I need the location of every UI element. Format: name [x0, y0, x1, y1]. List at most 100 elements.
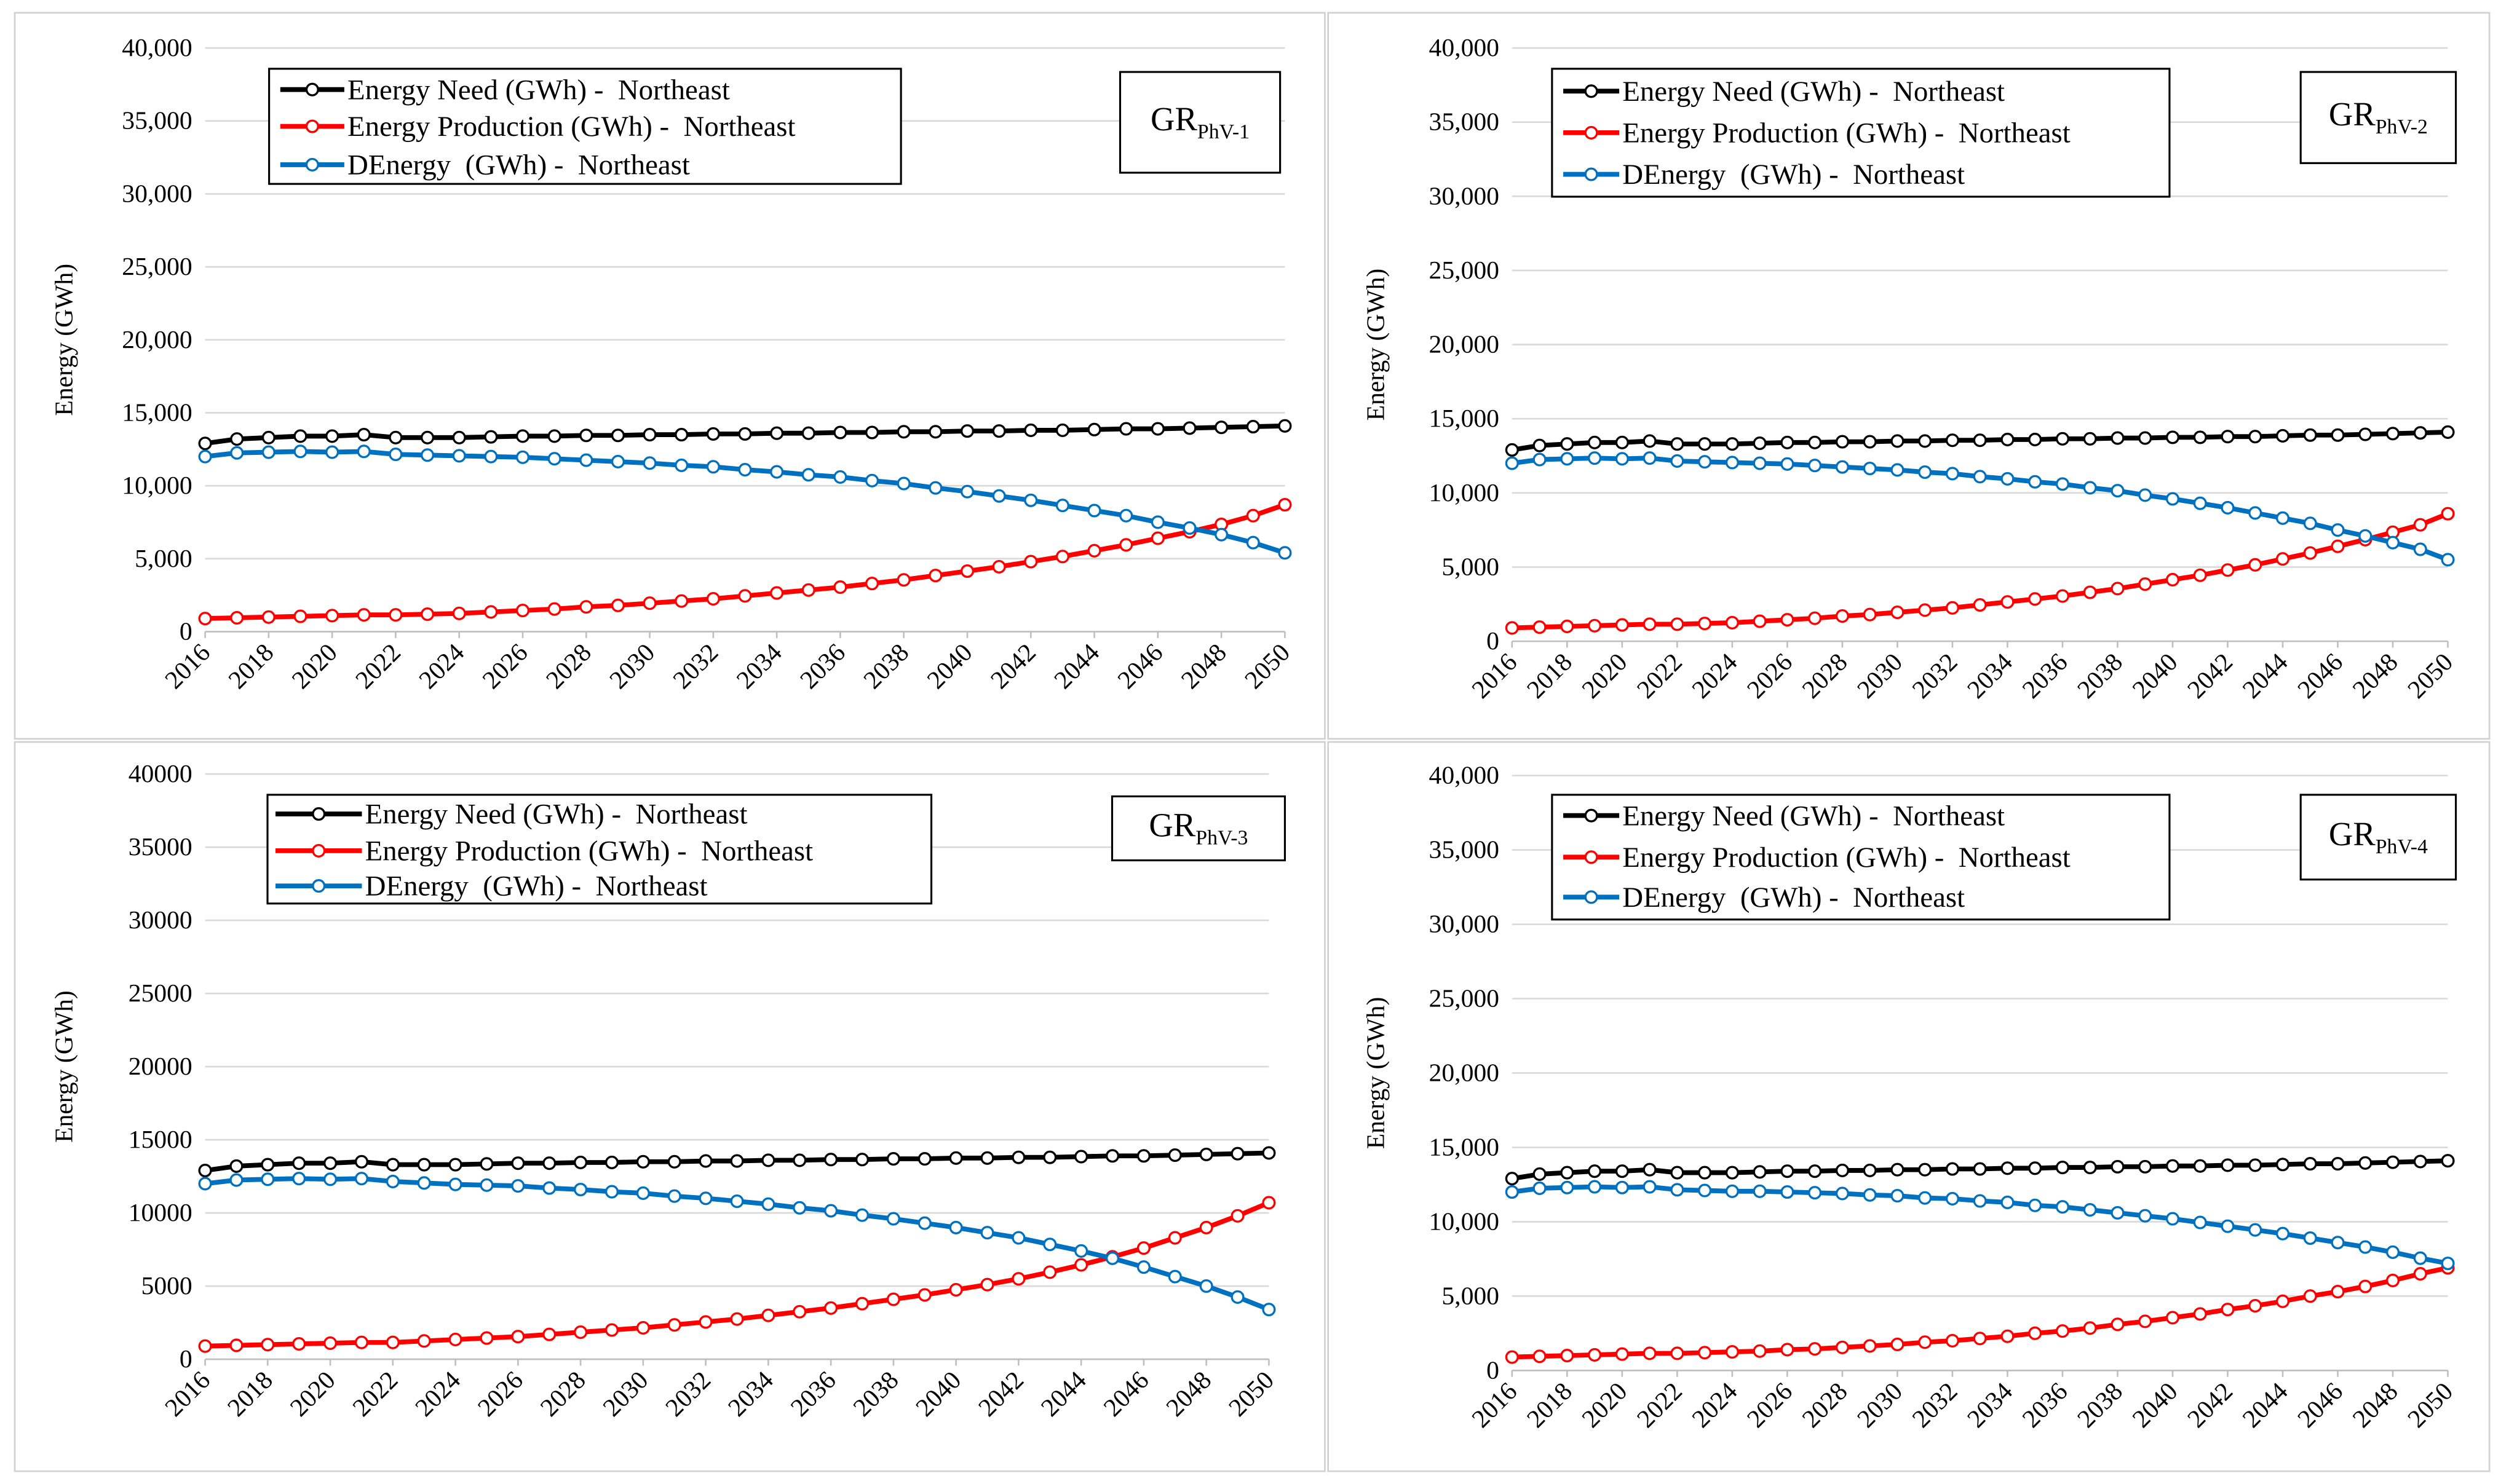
legend-label: Energy Need (GWh) - Northeast: [1622, 800, 2005, 832]
legend-label: Energy Need (GWh) - Northeast: [365, 799, 748, 831]
point: [2413, 1267, 2427, 1281]
point: [2165, 492, 2180, 506]
point: [2275, 511, 2290, 525]
point: [2248, 430, 2262, 444]
point: [1890, 1162, 1904, 1177]
point: [1670, 1346, 1684, 1360]
point: [2028, 1198, 2042, 1212]
point: [1835, 1186, 1849, 1201]
point: [636, 1320, 650, 1335]
point: [1615, 618, 1629, 632]
point: [1560, 437, 1574, 451]
point: [1753, 614, 1767, 628]
point: [2138, 1314, 2152, 1328]
point: [636, 1186, 650, 1201]
point: [2083, 432, 2097, 446]
point: [389, 608, 403, 622]
point: [230, 446, 244, 460]
y-tick-label: 0: [1486, 627, 1499, 655]
point: [293, 444, 307, 459]
point: [1262, 1303, 1276, 1317]
point: [1643, 1162, 1657, 1177]
point: [960, 484, 975, 499]
point: [484, 605, 498, 619]
point: [261, 610, 275, 624]
point: [770, 586, 784, 600]
point: [1973, 1332, 1987, 1346]
point: [2111, 484, 2125, 498]
point: [229, 1173, 244, 1187]
point: [2000, 595, 2015, 609]
point: [1151, 515, 1165, 529]
legend-marker: [305, 157, 319, 172]
point: [2248, 506, 2262, 520]
point: [918, 1151, 932, 1166]
point: [1087, 543, 1101, 558]
point: [1012, 1272, 1026, 1286]
legend-label: Energy Need (GWh) - Northeast: [347, 74, 730, 106]
point: [354, 1172, 369, 1186]
y-tick-label: 25000: [129, 979, 192, 1008]
point: [2221, 1303, 2235, 1317]
point: [2111, 431, 2125, 445]
point: [230, 610, 244, 625]
point: [515, 429, 530, 443]
point: [824, 1301, 838, 1315]
point: [833, 580, 847, 594]
legend-label: DEnergy (GWh) - Northeast: [1622, 882, 1965, 914]
point: [1808, 1342, 1822, 1356]
point: [1532, 452, 1547, 467]
point: [1055, 499, 1069, 513]
point: [730, 1154, 744, 1168]
point: [2303, 546, 2317, 560]
point: [2358, 1240, 2372, 1254]
legend-label: Energy Production (GWh) - Northeast: [1622, 842, 2070, 874]
point: [542, 1156, 557, 1170]
point: [2441, 553, 2455, 567]
point: [1168, 1231, 1182, 1245]
legend-label: DEnergy (GWh) - Northeast: [1622, 159, 1965, 191]
point: [1670, 617, 1684, 631]
point: [833, 470, 847, 484]
legend-label: Energy Need (GWh) - Northeast: [1622, 76, 2005, 108]
point: [1168, 1148, 1182, 1162]
point: [1262, 1146, 1276, 1160]
point: [1119, 422, 1133, 436]
point: [611, 428, 625, 443]
point: [730, 1312, 744, 1326]
point: [386, 1158, 400, 1172]
point: [2083, 1161, 2097, 1175]
point: [1725, 1166, 1739, 1180]
point: [452, 449, 466, 463]
point: [448, 1177, 462, 1191]
point: [2111, 1206, 2125, 1220]
point: [1835, 435, 1849, 449]
point: [2221, 1158, 2235, 1172]
point: [1215, 527, 1229, 542]
point: [738, 462, 752, 477]
point: [1863, 1339, 1877, 1353]
scenario-label: GRPhV-1: [1151, 100, 1250, 143]
y-tick-label: 0: [180, 618, 192, 646]
y-tick-label: 35,000: [1429, 836, 1499, 864]
y-tick-label: 40,000: [1429, 762, 1499, 790]
point: [1835, 1163, 1849, 1177]
point: [2275, 1158, 2290, 1172]
point: [579, 428, 593, 443]
point: [667, 1154, 681, 1169]
point: [2303, 1231, 2317, 1245]
point: [980, 1151, 994, 1165]
point: [452, 606, 466, 620]
point: [897, 425, 911, 439]
y-tick-label: 20,000: [122, 326, 192, 354]
panel-border: [14, 12, 1326, 740]
y-axis-label: Energy (GWh): [50, 990, 79, 1143]
point: [1183, 521, 1197, 535]
point: [1753, 456, 1767, 470]
point: [1505, 1172, 1519, 1186]
point: [2331, 1236, 2345, 1250]
point: [1119, 508, 1133, 523]
y-tick-label: 0: [1486, 1356, 1499, 1384]
point: [1725, 437, 1739, 451]
point: [2385, 1245, 2400, 1260]
